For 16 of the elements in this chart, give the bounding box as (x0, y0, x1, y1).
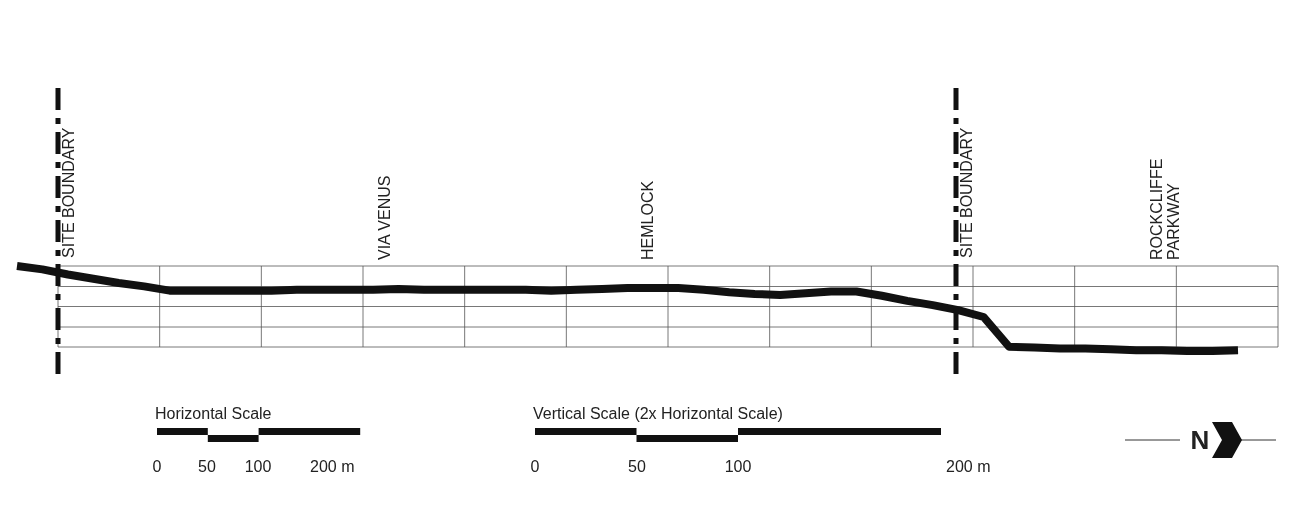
text: SITE BOUNDARY (957, 127, 975, 258)
text: Vertical Scale (2x Horizontal Scale) (533, 405, 783, 422)
text: HEMLOCK (638, 180, 656, 260)
text: SITE BOUNDARY (59, 127, 77, 258)
text: 200 m (946, 458, 991, 475)
text: 100 (724, 458, 752, 475)
text: 200 m (310, 458, 355, 475)
text: VIA VENUS (375, 175, 393, 260)
text: Horizontal Scale (155, 405, 272, 422)
text: N (1190, 425, 1210, 455)
text: 50 (198, 458, 216, 475)
text: 50 (628, 458, 646, 475)
text: ROCKCLIFFE PARKWAY (1147, 158, 1183, 260)
text: 0 (152, 458, 162, 475)
text: 100 (244, 458, 272, 475)
text: 0 (530, 458, 540, 475)
